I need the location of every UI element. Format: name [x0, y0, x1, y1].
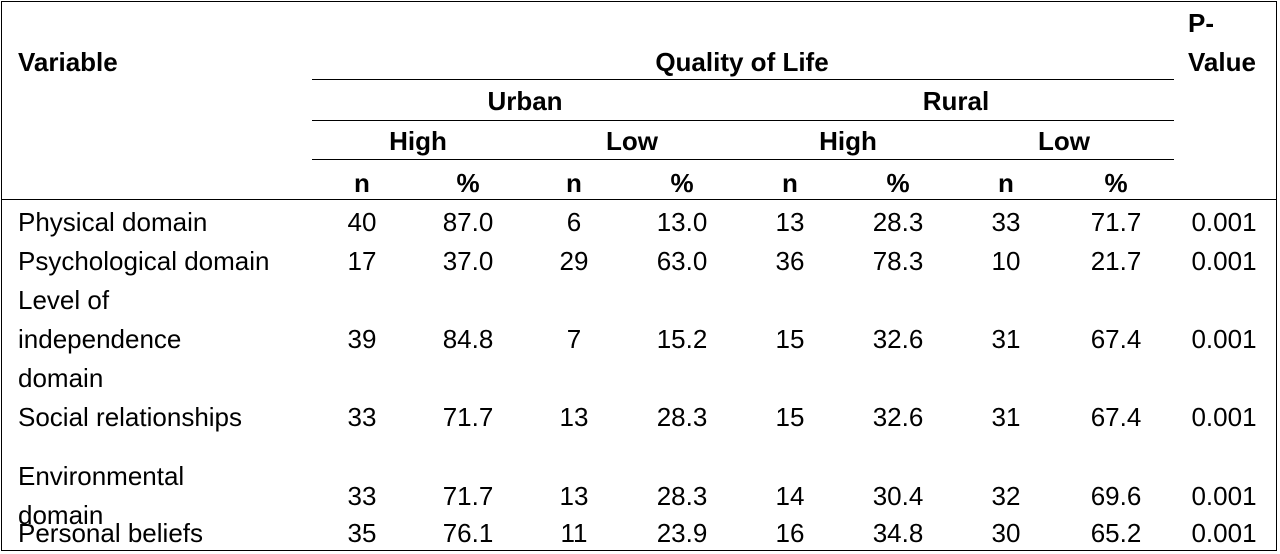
- table-cell: 13: [559, 402, 589, 432]
- header-p-value-line1: P-: [1188, 8, 1214, 38]
- table-cell: 28.3: [872, 207, 924, 237]
- table-cell: 67.4: [1090, 324, 1142, 354]
- table-cell: 30.4: [872, 480, 924, 511]
- header-quality-of-life: Quality of Life: [655, 47, 829, 77]
- cell-p-value: 0.001: [1191, 246, 1257, 276]
- table-cell: 76.1: [442, 518, 494, 548]
- table-cell: 14: [775, 480, 805, 511]
- table-cell: 13: [559, 480, 589, 511]
- row-label-social: Social relationships: [18, 402, 243, 432]
- table-cell: 11: [560, 518, 588, 548]
- table-cell: 31: [991, 402, 1021, 432]
- row-label-independence: domain: [18, 363, 104, 393]
- header-rural-low: Low: [1038, 126, 1090, 156]
- table-cell: 69.6: [1090, 480, 1142, 511]
- row-label-beliefs: Personal beliefs: [18, 518, 203, 548]
- table-cell: 40: [347, 207, 377, 237]
- header-urban-high: High: [389, 126, 447, 156]
- header-pct-1: %: [456, 168, 480, 198]
- row-label-environmental: Environmental: [18, 461, 185, 491]
- table-cell: 31: [991, 324, 1021, 354]
- table-cell: 32: [991, 480, 1021, 511]
- table-cell: 13: [775, 207, 805, 237]
- table-cell: 7: [566, 324, 582, 354]
- table-cell: 39: [347, 324, 377, 354]
- row-label-psychological: Psychological domain: [18, 246, 270, 276]
- table-cell: 32.6: [872, 324, 924, 354]
- header-pct-3: %: [886, 168, 910, 198]
- rule-under-urban-rural: [312, 120, 1174, 121]
- table-cell: 71.7: [1090, 207, 1142, 237]
- header-rural: Rural: [922, 86, 990, 116]
- table-cell: 15: [775, 324, 805, 354]
- table-cell: 33: [347, 480, 377, 511]
- table-cell: 28.3: [656, 402, 708, 432]
- cell-p-value: 0.001: [1191, 324, 1257, 354]
- table-cell: 21.7: [1090, 246, 1142, 276]
- header-n-4: n: [998, 168, 1014, 198]
- table-cell: 32.6: [872, 402, 924, 432]
- table-cell: 33: [347, 402, 377, 432]
- header-pct-2: %: [670, 168, 694, 198]
- table-cell: 67.4: [1090, 402, 1142, 432]
- header-rural-high: High: [819, 126, 877, 156]
- header-variable: Variable: [18, 47, 118, 77]
- row-label-environmental: domain: [18, 500, 104, 530]
- table-cell: 37.0: [442, 246, 494, 276]
- table-cell: 36: [775, 246, 805, 276]
- table-cell: 29: [559, 246, 589, 276]
- table-cell: 35: [347, 518, 377, 548]
- table-cell: 34.8: [872, 518, 924, 548]
- row-label-independence: Level of: [18, 285, 110, 315]
- table-cell: 30: [991, 518, 1021, 548]
- rule-under-quality-of-life: [312, 79, 1174, 80]
- header-urban-low: Low: [606, 126, 658, 156]
- table-cell: 71.7: [442, 480, 494, 511]
- rule-under-header: [2, 199, 1277, 200]
- table-cell: 23.9: [656, 518, 708, 548]
- header-urban: Urban: [487, 86, 563, 116]
- cell-p-value: 0.001: [1191, 402, 1257, 432]
- table-cell: 63.0: [656, 246, 708, 276]
- cell-p-value: 0.001: [1191, 480, 1257, 511]
- table-cell: 87.0: [442, 207, 494, 237]
- header-p-value-line2: Value: [1188, 47, 1256, 77]
- table-cell: 15: [775, 402, 805, 432]
- table-cell: 17: [347, 246, 377, 276]
- header-n-2: n: [566, 168, 582, 198]
- table-cell: 28.3: [656, 480, 708, 511]
- header-n-3: n: [782, 168, 798, 198]
- row-label-independence: independence: [18, 324, 182, 354]
- cell-p-value: 0.001: [1191, 207, 1257, 237]
- table-cell: 71.7: [442, 402, 494, 432]
- table-cell: 33: [991, 207, 1021, 237]
- header-pct-4: %: [1104, 168, 1128, 198]
- table-cell: 16: [775, 518, 805, 548]
- rule-under-high-low: [312, 159, 1174, 160]
- table-cell: 65.2: [1090, 518, 1142, 548]
- cell-p-value: 0.001: [1191, 518, 1257, 548]
- table-cell: 6: [566, 207, 582, 237]
- row-label-physical: Physical domain: [18, 207, 208, 237]
- table-cell: 13.0: [656, 207, 708, 237]
- table-cell: 78.3: [872, 246, 924, 276]
- table-cell: 10: [991, 246, 1021, 276]
- table-cell: 84.8: [442, 324, 494, 354]
- header-n-1: n: [354, 168, 370, 198]
- table-cell: 15.2: [656, 324, 708, 354]
